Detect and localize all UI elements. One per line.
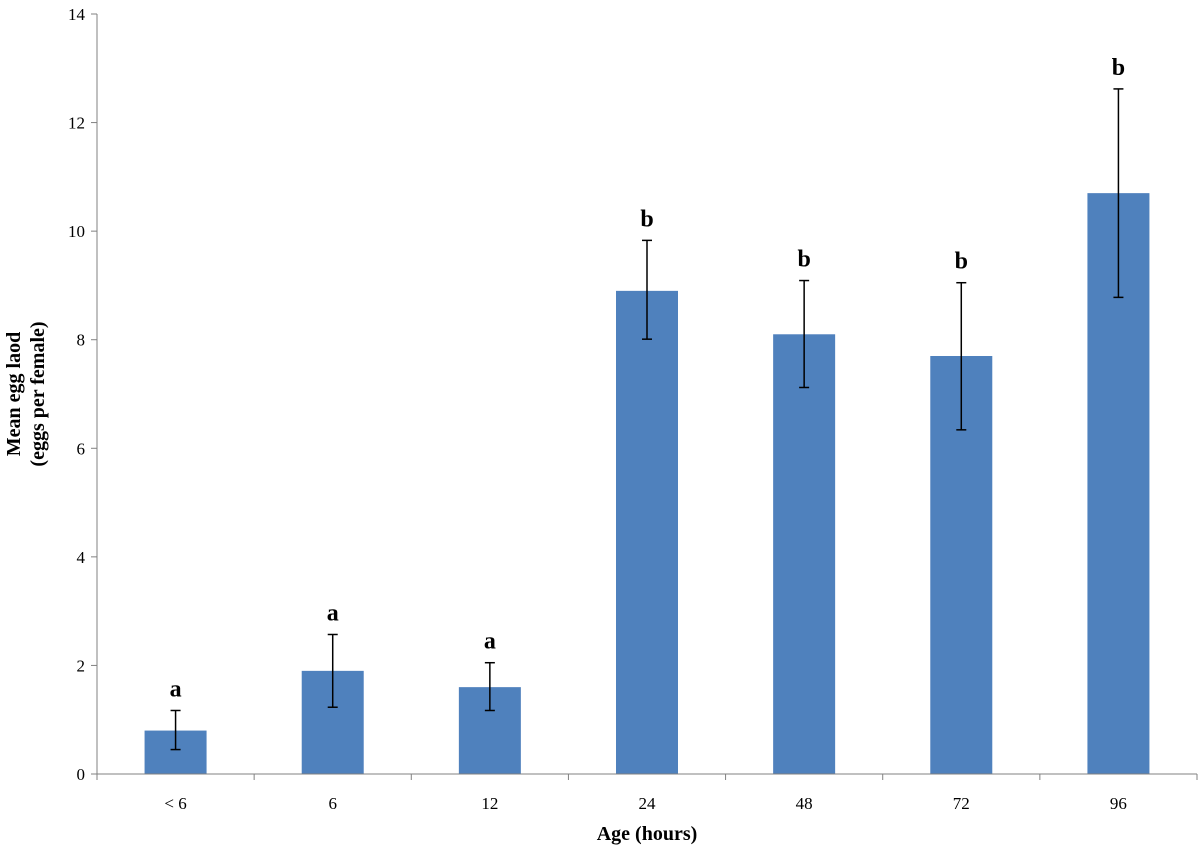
x-tick-label: 48 xyxy=(796,794,813,813)
error-bar xyxy=(956,281,967,431)
x-tick-label: 96 xyxy=(1110,794,1127,813)
significance-label: a xyxy=(484,629,496,655)
bar xyxy=(616,290,678,774)
x-axis-title: Age (hours) xyxy=(597,823,698,845)
y-tick-label: 6 xyxy=(77,439,86,458)
error-bar xyxy=(642,239,652,340)
y-tick-label: 0 xyxy=(77,765,86,784)
significance-label: b xyxy=(1112,55,1125,81)
y-axis-title-line2: (eggs per female) xyxy=(27,321,49,466)
y-tick-label: 4 xyxy=(77,548,86,567)
y-axis-ticks: 0 2 4 6 8 10 12 14 xyxy=(68,5,97,784)
bar xyxy=(773,334,836,774)
y-axis-title-line1: Mean egg laod xyxy=(3,332,25,456)
y-tick-label: 14 xyxy=(68,5,86,24)
y-tick-label: 8 xyxy=(77,331,86,350)
y-tick-label: 10 xyxy=(68,222,85,241)
error-bar xyxy=(484,661,495,712)
bars xyxy=(144,193,1150,775)
y-tick-label: 2 xyxy=(77,656,86,675)
x-tick-label: 6 xyxy=(328,794,337,813)
significance-label: b xyxy=(955,249,968,275)
significance-label: a xyxy=(327,600,339,626)
error-bar xyxy=(327,633,338,708)
significance-label: b xyxy=(797,247,810,273)
error-bars xyxy=(170,88,1124,751)
x-tick-label: 12 xyxy=(481,794,498,813)
x-axis-ticks: < 6 6 12 24 48 72 96 xyxy=(96,774,1198,813)
x-tick-label: 24 xyxy=(639,794,657,813)
significance-label: a xyxy=(170,676,182,702)
x-tick-label: 72 xyxy=(953,794,970,813)
error-bar xyxy=(170,709,181,751)
error-bar xyxy=(1113,88,1124,299)
error-bar xyxy=(799,279,810,389)
x-tick-label: < 6 xyxy=(164,794,186,813)
significance-label: b xyxy=(640,206,653,232)
significance-labels: a a a b b b b xyxy=(170,55,1126,703)
y-tick-label: 12 xyxy=(68,114,85,133)
